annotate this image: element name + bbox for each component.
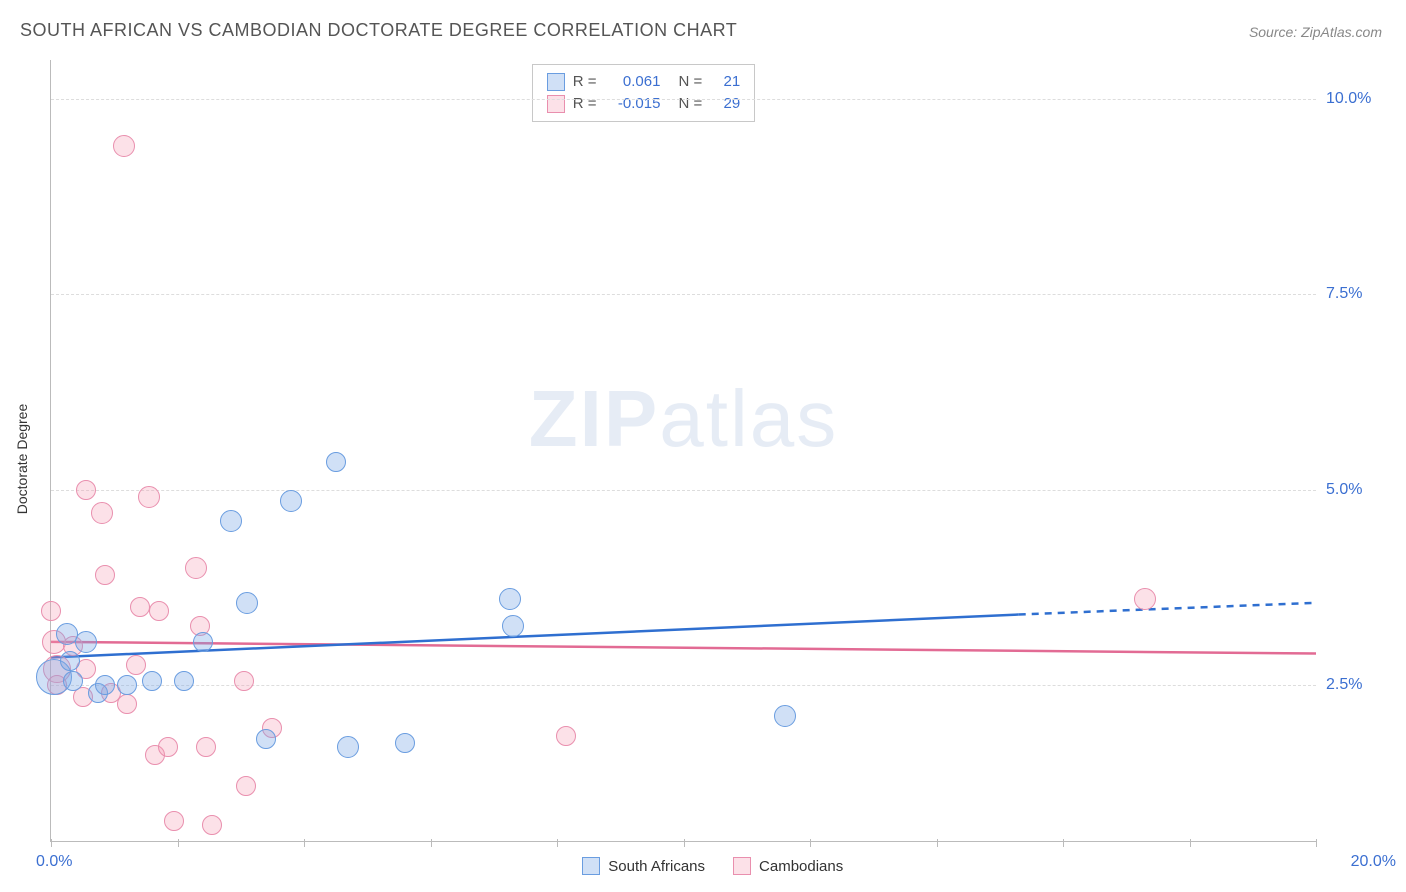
scatter-point-south-african [326,452,346,472]
watermark: ZIPatlas [529,373,838,465]
scatter-point-cambodian [113,135,135,157]
scatter-point-south-african [337,736,359,758]
n-label: N = [678,71,702,93]
gridline [51,294,1316,295]
legend: South Africans Cambodians [582,857,843,875]
chart-title: SOUTH AFRICAN VS CAMBODIAN DOCTORATE DEG… [20,20,737,41]
stats-row-cam: R = -0.015 N = 29 [547,93,741,115]
plot: ZIPatlas R = 0.061 N = 21 R = -0.015 N =… [50,60,1316,842]
xtick [51,839,52,847]
swatch-sa [547,73,565,91]
legend-label-sa: South Africans [608,858,705,875]
legend-label-cam: Cambodians [759,858,843,875]
stats-row-sa: R = 0.061 N = 21 [547,71,741,93]
swatch-cam-icon [733,857,751,875]
scatter-point-cambodian [202,815,222,835]
r-label: R = [573,71,597,93]
xtick [937,839,938,847]
scatter-point-south-african [236,592,258,614]
scatter-point-cambodian [117,694,137,714]
gridline [51,490,1316,491]
stats-box: R = 0.061 N = 21 R = -0.015 N = 29 [532,64,756,122]
r-value-cam: -0.015 [604,93,660,115]
scatter-point-cambodian [158,737,178,757]
xtick [810,839,811,847]
xtick [304,839,305,847]
scatter-point-south-african [280,490,302,512]
scatter-point-south-african [60,651,80,671]
chart-area: Doctorate Degree ZIPatlas R = 0.061 N = … [50,60,1316,842]
scatter-point-south-african [75,631,97,653]
scatter-point-south-african [395,733,415,753]
ytick-label: 7.5% [1326,285,1386,303]
scatter-point-south-african [502,615,524,637]
ytick-label: 10.0% [1326,90,1386,108]
r-label: R = [573,93,597,115]
scatter-point-cambodian [234,671,254,691]
trend-lines [51,60,1316,841]
scatter-point-south-african [774,705,796,727]
scatter-point-cambodian [126,655,146,675]
scatter-point-cambodian [556,726,576,746]
scatter-point-cambodian [130,597,150,617]
scatter-point-south-african [63,671,83,691]
scatter-point-cambodian [76,480,96,500]
y-axis-label: Doctorate Degree [14,404,30,515]
scatter-point-cambodian [91,502,113,524]
scatter-point-cambodian [1134,588,1156,610]
scatter-point-south-african [499,588,521,610]
scatter-point-cambodian [196,737,216,757]
xtick [1190,839,1191,847]
x-start-label: 0.0% [36,853,72,871]
ytick-label: 2.5% [1326,676,1386,694]
scatter-point-cambodian [95,565,115,585]
scatter-point-south-african [220,510,242,532]
r-value-sa: 0.061 [604,71,660,93]
scatter-point-cambodian [164,811,184,831]
xtick [431,839,432,847]
xtick [684,839,685,847]
x-end-label: 20.0% [1351,853,1396,871]
n-value-cam: 29 [710,93,740,115]
scatter-point-cambodian [185,557,207,579]
source-label: Source: ZipAtlas.com [1249,24,1382,40]
xtick [178,839,179,847]
n-value-sa: 21 [710,71,740,93]
scatter-point-cambodian [138,486,160,508]
xtick [1063,839,1064,847]
scatter-point-south-african [256,729,276,749]
scatter-point-south-african [117,675,137,695]
scatter-point-south-african [142,671,162,691]
scatter-point-south-african [193,632,213,652]
swatch-sa-icon [582,857,600,875]
xtick [1316,839,1317,847]
gridline [51,99,1316,100]
ytick-label: 5.0% [1326,481,1386,499]
scatter-point-cambodian [149,601,169,621]
scatter-point-south-african [174,671,194,691]
legend-item-sa: South Africans [582,857,705,875]
scatter-point-cambodian [41,601,61,621]
swatch-cam [547,95,565,113]
n-label: N = [678,93,702,115]
scatter-point-south-african [95,675,115,695]
scatter-point-cambodian [236,776,256,796]
xtick [557,839,558,847]
legend-item-cam: Cambodians [733,857,843,875]
